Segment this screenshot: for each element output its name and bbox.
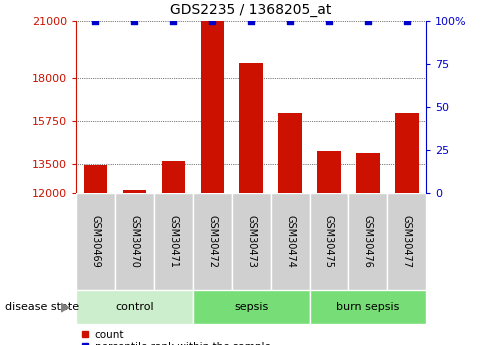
Bar bbox=[115, 193, 154, 290]
Bar bbox=[193, 193, 232, 290]
Bar bbox=[193, 290, 310, 324]
Text: GSM30477: GSM30477 bbox=[402, 215, 412, 268]
Bar bbox=[240, 63, 263, 193]
Point bbox=[364, 18, 372, 23]
Legend: count, percentile rank within the sample: count, percentile rank within the sample bbox=[81, 329, 270, 345]
Bar bbox=[162, 161, 185, 193]
Point bbox=[286, 18, 294, 23]
Text: burn sepsis: burn sepsis bbox=[336, 302, 400, 312]
Bar bbox=[76, 193, 115, 290]
Bar bbox=[232, 193, 270, 290]
Bar bbox=[395, 113, 418, 193]
Text: GSM30472: GSM30472 bbox=[207, 215, 217, 268]
Text: GSM30471: GSM30471 bbox=[168, 215, 178, 268]
Text: GSM30470: GSM30470 bbox=[129, 215, 139, 268]
Text: GSM30473: GSM30473 bbox=[246, 215, 256, 268]
Point bbox=[208, 18, 216, 23]
Point bbox=[325, 18, 333, 23]
Bar bbox=[76, 290, 193, 324]
Bar bbox=[154, 193, 193, 290]
Point bbox=[130, 18, 138, 23]
Bar bbox=[278, 113, 302, 193]
Bar bbox=[84, 165, 107, 193]
Bar bbox=[388, 193, 426, 290]
Bar bbox=[348, 193, 388, 290]
Bar bbox=[310, 193, 348, 290]
Text: ▶: ▶ bbox=[61, 300, 71, 314]
Text: GSM30475: GSM30475 bbox=[324, 215, 334, 268]
Bar bbox=[318, 151, 341, 193]
Point bbox=[92, 18, 99, 23]
Bar bbox=[122, 190, 146, 193]
Point bbox=[403, 18, 411, 23]
Bar bbox=[200, 21, 224, 193]
Bar bbox=[356, 153, 380, 193]
Text: GSM30469: GSM30469 bbox=[91, 215, 100, 268]
Bar bbox=[310, 290, 426, 324]
Text: GSM30474: GSM30474 bbox=[285, 215, 295, 268]
Point bbox=[247, 18, 255, 23]
Text: GSM30476: GSM30476 bbox=[363, 215, 373, 268]
Text: disease state: disease state bbox=[5, 302, 79, 312]
Title: GDS2235 / 1368205_at: GDS2235 / 1368205_at bbox=[171, 3, 332, 17]
Point bbox=[170, 18, 177, 23]
Text: sepsis: sepsis bbox=[234, 302, 268, 312]
Bar bbox=[270, 193, 310, 290]
Text: control: control bbox=[115, 302, 154, 312]
